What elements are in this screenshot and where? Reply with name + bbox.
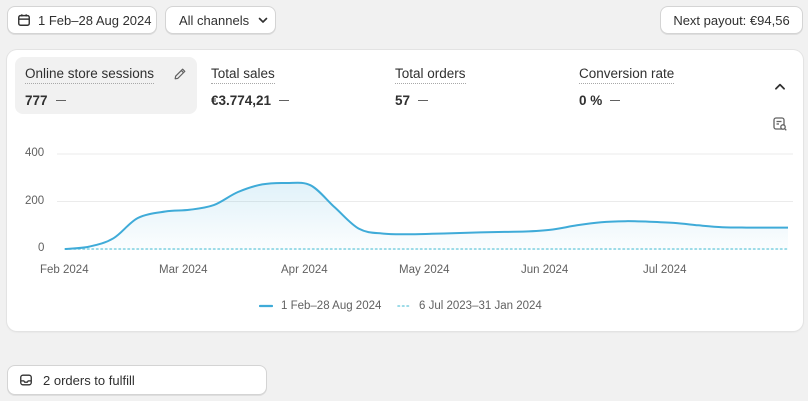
legend-swatch-dotted [397,305,411,307]
metric-value: €3.774,21 [211,93,272,108]
x-tick-label: Apr 2024 [281,264,328,276]
x-tick-label: May 2024 [399,264,450,276]
next-payout-button[interactable]: Next payout: €94,56 [660,6,803,34]
x-tick-label: Jul 2024 [643,264,687,276]
dash-icon [610,99,621,102]
orders-to-fulfill-button[interactable]: 2 orders to fulfill [7,365,267,395]
chevron-up-icon[interactable] [773,80,787,94]
legend-item-current[interactable]: 1 Feb–28 Aug 2024 [259,300,381,312]
date-range-label: 1 Feb–28 Aug 2024 [38,12,152,28]
metric-total-orders[interactable]: Total orders 57 [385,57,565,114]
x-tick-label: Mar 2024 [159,264,208,276]
dash-icon [418,99,429,102]
metric-online-store-sessions[interactable]: Online store sessions 777 [15,57,197,114]
x-tick-label: Feb 2024 [40,264,89,276]
calendar-icon [18,14,30,26]
sessions-chart [57,153,793,250]
next-payout-label: Next payout: €94,56 [673,12,790,28]
metric-value: 57 [395,93,411,108]
y-tick-label: 400 [25,147,45,159]
metric-conversion-rate[interactable]: Conversion rate 0 % [569,57,749,114]
series-line-current [64,181,789,250]
inbox-icon [20,374,32,386]
series-area-current [65,182,788,249]
metric-label: Total orders [395,66,466,84]
metric-value: 777 [25,93,48,108]
date-range-button[interactable]: 1 Feb–28 Aug 2024 [7,6,157,34]
legend-label: 1 Feb–28 Aug 2024 [281,300,382,312]
y-tick-label: 200 [25,195,45,207]
metric-label: Online store sessions [25,66,155,84]
channel-label: All channels [179,12,250,28]
orders-to-fulfill-label: 2 orders to fulfill [43,372,135,388]
metric-label: Conversion rate [579,66,675,84]
legend-item-previous[interactable]: 6 Jul 2023–31 Jan 2024 [397,300,542,312]
dash-icon [279,99,290,102]
channel-select[interactable]: All channels [165,6,276,34]
metric-value: 0 % [579,93,603,108]
x-tick-label: Jun 2024 [521,264,569,276]
metric-total-sales[interactable]: Total sales €3.774,21 [201,57,381,114]
legend-label: 6 Jul 2023–31 Jan 2024 [419,300,542,312]
chart-search-icon[interactable] [772,116,788,132]
analytics-card: Online store sessions 777 Total sales €3… [7,50,803,331]
y-tick-label: 0 [38,242,45,254]
dash-icon [55,99,66,102]
pencil-icon[interactable] [173,67,187,81]
metric-label: Total sales [211,66,275,84]
chevron-down-icon [258,17,268,23]
legend-swatch-solid [259,304,273,308]
